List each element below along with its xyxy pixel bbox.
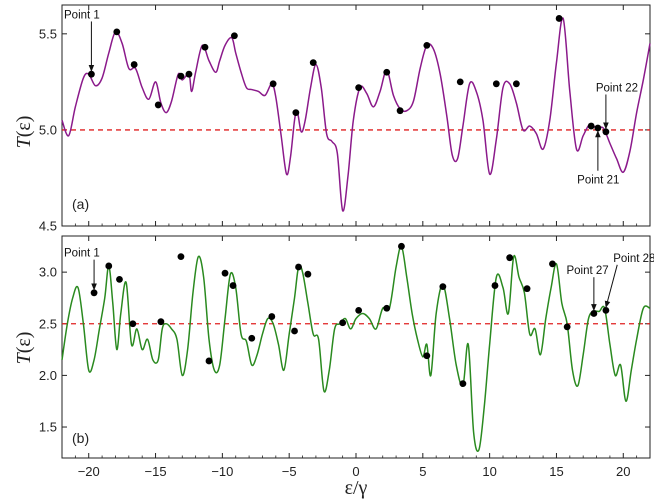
panel-a-point-marker [355, 84, 363, 92]
panel-a-ylabel: T(ε) [13, 116, 35, 149]
panel-b-point-marker [229, 282, 237, 289]
panel-b-point-marker [491, 282, 499, 289]
panel-b-plot: Point 1 Point 27 Point 28 [61, 242, 654, 453]
panel-a-point-marker [269, 80, 277, 88]
panel-b-point-marker [248, 334, 256, 342]
panel-b-point-marker [602, 306, 610, 314]
panel-b-transmission-curve [61, 245, 651, 453]
panel-b-ylabel: T(ε) [13, 332, 35, 365]
y-tick-label: 1.5 [39, 420, 57, 435]
panel-a: 4.5 5.0 5.5 Point 1 Point 22 Point 21 (a) T(… [13, 4, 651, 234]
x-tick-label: −15 [145, 464, 167, 479]
panel-a-point-marker [177, 72, 185, 80]
panel-a-point-marker [423, 41, 431, 49]
panel-b-ylabel-t: T [13, 351, 35, 364]
panel-b-point-marker [295, 263, 302, 271]
panel-a-point-marker [587, 122, 595, 130]
panel-b-point-marker [439, 283, 447, 290]
x-tick-label: −10 [211, 464, 233, 479]
point-annotation-label: Point 1 [64, 9, 100, 21]
panel-b-point-marker [398, 242, 405, 250]
panel-a-point-marker [309, 59, 317, 67]
panel-a-point-marker [113, 28, 121, 36]
panel-b-point-marker [129, 320, 137, 328]
panel-a-point-marker [555, 15, 563, 22]
x-tick-label: −20 [78, 464, 100, 479]
panel-a-point-marker [492, 80, 500, 88]
y-tick-label: 5.5 [39, 26, 57, 41]
panel-b-label: (b) [72, 430, 89, 446]
panel-a-point-marker [383, 68, 391, 76]
panel-a-grid: 4.5 5.0 5.5 [39, 5, 651, 234]
panel-a-point-marker [201, 43, 209, 51]
panel-a-point-marker [130, 61, 138, 68]
panel-b-point-marker [339, 319, 347, 327]
panel-b-point-marker [221, 269, 229, 277]
panel-b-grid: −20 −15 −10 −5 0 5 10 15 20 1.5 2.0 2.5 3.0 [39, 236, 651, 479]
panel-b-point-marker [563, 323, 571, 331]
x-axis-label: ε/γ [345, 477, 368, 499]
panel-b-point-marker [304, 270, 312, 278]
y-tick-label: 4.5 [39, 219, 57, 234]
panel-b-ylabel-eps: (ε) [13, 332, 35, 354]
panel-a-frame [61, 4, 651, 227]
panel-b-point-marker [291, 327, 298, 335]
x-tick-label: 15 [549, 464, 563, 479]
panel-b-point-marker [105, 262, 113, 270]
panel-b-point-marker [268, 313, 276, 320]
panel-b-point-marker [523, 285, 531, 293]
panel-b-point-marker [177, 253, 185, 261]
panel-a-point-marker [602, 128, 610, 136]
panel-b-point-marker [205, 357, 213, 365]
panel-a-point-marker [512, 80, 520, 88]
panel-a-point-marker [292, 109, 300, 117]
x-tick-label: −5 [282, 464, 297, 479]
panel-b-point-marker [383, 304, 391, 312]
y-tick-label: 2.0 [39, 368, 57, 383]
panel-a-point-marker [185, 70, 193, 78]
panel-a-point-marker [88, 70, 95, 78]
panel-a-plot: Point 1 Point 22 Point 21 [61, 9, 651, 212]
panel-b-point-marker [423, 352, 431, 360]
x-tick-label: 5 [419, 464, 426, 479]
point-annotation-label: Point 22 [596, 82, 638, 94]
panel-a-ylabel-eps: (ε) [13, 116, 35, 138]
panel-b-point-marker [355, 306, 363, 314]
point-annotation-label: Point 1 [64, 248, 100, 260]
y-tick-label: 3.0 [39, 265, 57, 280]
panel-b-point-marker [549, 260, 556, 268]
panel-a-point-marker [154, 101, 162, 109]
panel-a-point-marker [396, 107, 404, 115]
panel-a-label: (a) [72, 196, 89, 212]
point-annotation-label: Point 28 [613, 253, 654, 265]
panel-b-point-marker [506, 254, 514, 262]
panel-a-point-marker [456, 78, 464, 86]
x-tick-label: 0 [352, 464, 359, 479]
panel-a-point-marker [230, 32, 238, 40]
point-annotation-label: Point 27 [566, 265, 608, 277]
panel-a-transmission-curve [61, 17, 651, 212]
point-annotation-arrow [604, 264, 618, 309]
panel-a-ylabel-t: T [13, 135, 35, 148]
x-tick-label: 20 [616, 464, 630, 479]
panel-b: −20 −15 −10 −5 0 5 10 15 201.52.02.53.0 Point 1P… [13, 235, 654, 499]
panel-b-point-marker [157, 318, 165, 326]
y-tick-label: 2.5 [39, 316, 57, 331]
panel-b-point-marker [90, 289, 98, 297]
panel-a-point-marker [594, 124, 602, 132]
panel-b-point-marker [116, 275, 123, 283]
y-tick-label: 5.0 [39, 122, 57, 137]
panel-b-point-marker [590, 310, 598, 317]
x-tick-label: 10 [482, 464, 496, 479]
panel-b-point-marker [459, 380, 467, 388]
point-annotation-label: Point 21 [577, 175, 619, 187]
